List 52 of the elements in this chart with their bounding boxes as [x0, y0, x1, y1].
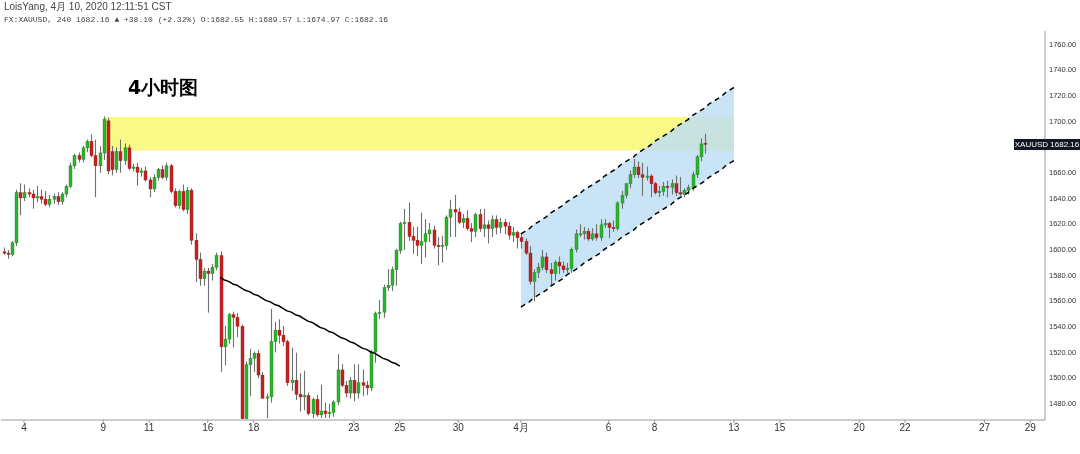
candlestick [290, 347, 295, 392]
x-tick-label: 15 [774, 422, 786, 434]
candlestick [123, 143, 128, 166]
candlestick [419, 212, 424, 264]
x-tick-label: 8 [651, 422, 658, 434]
candlestick [277, 319, 282, 344]
x-tick-label: 4 [21, 422, 28, 434]
x-tick-label: 29 [1024, 422, 1037, 434]
candlestick [118, 139, 123, 173]
candlestick [352, 364, 357, 402]
candlestick [402, 208, 407, 250]
candlestick [544, 252, 549, 273]
candlestick [599, 219, 604, 241]
x-tick-label: 22 [899, 422, 912, 434]
x-tick-label: 20 [853, 422, 866, 434]
candlestick [135, 162, 140, 186]
text: FX:XAUUSD, 240 1682.16 ▲ +38.10 (+2.32%) O:1682.55 H:1689.57 L:1674.97 C:1682.16 [4, 15, 389, 25]
candlestick [356, 364, 361, 399]
annotation: XAUUSD 1682.16 [1014, 139, 1080, 150]
candlestick [453, 194, 458, 237]
candlestick [127, 144, 132, 171]
candlestick [674, 175, 679, 196]
x-tick-label: 25 [394, 422, 406, 434]
text: 4小时图 [128, 75, 199, 100]
x-tick-label: 6 [605, 422, 612, 434]
candlestick [482, 208, 487, 237]
candlestick [311, 397, 316, 418]
x-tick-label: 11 [144, 422, 155, 434]
x-tick-label: 23 [348, 422, 360, 434]
candlestick [181, 184, 186, 212]
candlestick [302, 370, 307, 411]
candlestick [18, 183, 23, 216]
candlestick [640, 162, 645, 196]
line-series [219, 276, 401, 367]
x-tick-label: 4月 [513, 422, 529, 434]
x-tick-label: 13 [728, 422, 740, 434]
candlestick [206, 267, 211, 313]
candlestick [361, 369, 366, 397]
candlestick [486, 220, 491, 244]
x-tick-label: 18 [248, 422, 260, 434]
candlestick [348, 377, 353, 399]
candlestick [231, 311, 236, 348]
candlestick [185, 187, 190, 214]
x-tick-label: 16 [202, 422, 214, 434]
candlestick [319, 384, 324, 418]
x-tick-label: 9 [100, 422, 107, 434]
candlestick [703, 133, 708, 154]
x-tick-label: 30 [452, 422, 465, 434]
chart-subtitle: LoisYang, 4月 10, 2020 12:11:51 CST [4, 1, 172, 13]
candlestick [553, 260, 558, 281]
line-series [520, 159, 735, 308]
x-tick-label: 27 [978, 422, 991, 434]
